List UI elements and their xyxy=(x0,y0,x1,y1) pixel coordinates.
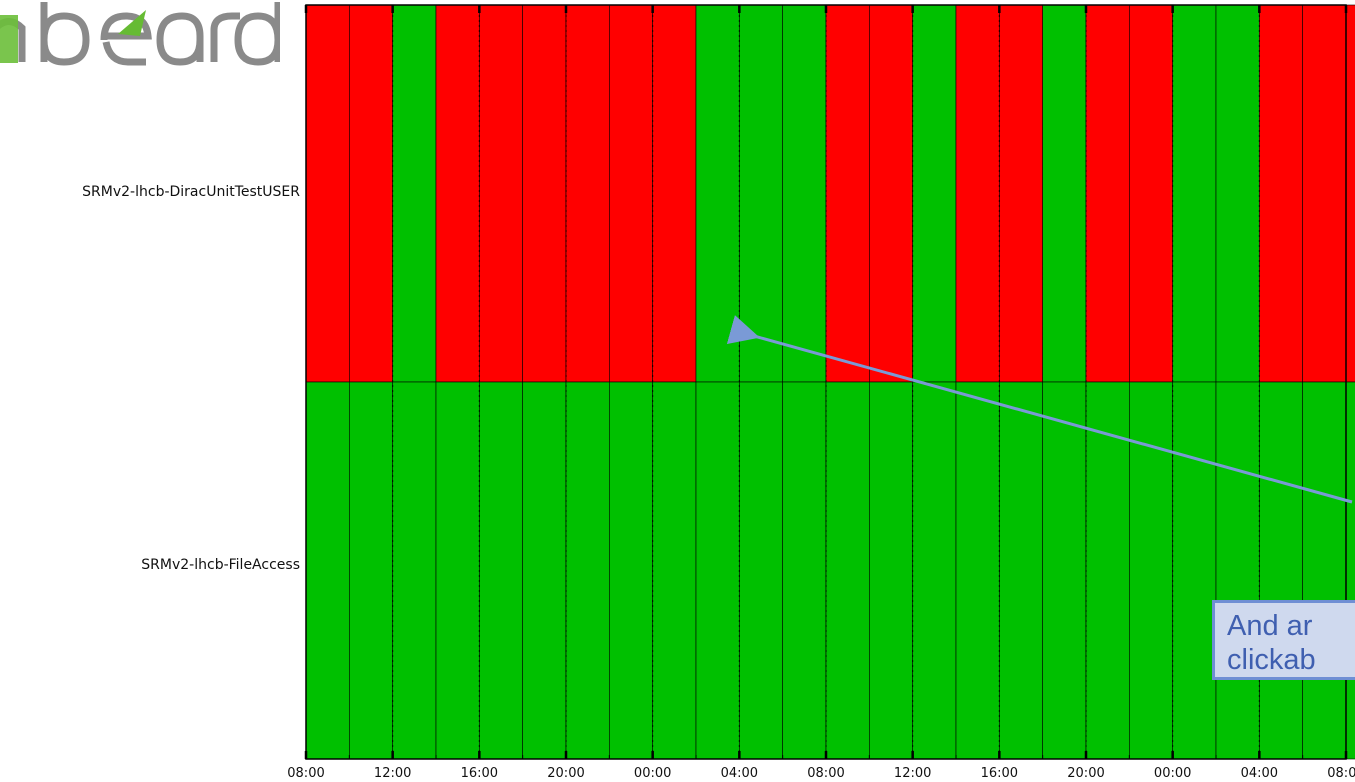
x-tick-label: 16:00 xyxy=(981,766,1018,781)
status-cell[interactable] xyxy=(999,381,1043,760)
status-cell[interactable] xyxy=(825,4,870,383)
x-tick-label: 00:00 xyxy=(634,766,671,781)
status-cell[interactable] xyxy=(609,4,653,383)
status-cell[interactable] xyxy=(1129,381,1173,760)
status-cell[interactable] xyxy=(1259,381,1303,760)
status-cell[interactable] xyxy=(869,381,913,760)
status-cell[interactable] xyxy=(392,381,437,760)
x-tick-label: 04:00 xyxy=(1241,766,1278,781)
status-cell[interactable] xyxy=(652,381,697,760)
x-tick-label: 04:00 xyxy=(721,766,758,781)
callout-box: And ar clickab xyxy=(1212,600,1355,680)
status-cell[interactable] xyxy=(955,381,1000,760)
status-cell[interactable] xyxy=(479,381,523,760)
logo-e-accent-icon xyxy=(118,10,146,36)
status-cell[interactable] xyxy=(1215,381,1260,760)
status-cell[interactable] xyxy=(1215,4,1260,383)
callout-arrow xyxy=(726,315,1353,504)
status-cell[interactable] xyxy=(912,381,957,760)
status-cell[interactable] xyxy=(522,4,567,383)
status-cell[interactable] xyxy=(522,381,567,760)
status-cell[interactable] xyxy=(739,381,783,760)
x-tick-label: 00:00 xyxy=(1154,766,1191,781)
status-cell[interactable] xyxy=(1042,4,1087,383)
x-tick-label: 12:00 xyxy=(894,766,931,781)
plot-frame xyxy=(305,4,1347,760)
status-cell[interactable] xyxy=(1302,381,1347,760)
status-cell[interactable] xyxy=(479,4,523,383)
x-tick-label: 20:00 xyxy=(547,766,584,781)
status-cell[interactable] xyxy=(435,381,480,760)
status-cell[interactable] xyxy=(305,381,350,760)
status-cell[interactable] xyxy=(1085,381,1130,760)
x-tick-label: 08:00 xyxy=(807,766,844,781)
status-cell[interactable] xyxy=(955,4,1000,383)
status-cell[interactable] xyxy=(565,4,610,383)
status-cell[interactable] xyxy=(609,381,653,760)
status-cell[interactable] xyxy=(1345,4,1355,383)
status-cell[interactable] xyxy=(305,4,350,383)
status-cell[interactable] xyxy=(739,4,783,383)
status-cell[interactable] xyxy=(652,4,697,383)
status-cell[interactable] xyxy=(1259,4,1303,383)
x-tick-label: 08:00 xyxy=(1327,766,1355,781)
status-cell[interactable] xyxy=(1129,4,1173,383)
status-cell[interactable] xyxy=(695,4,740,383)
status-cell[interactable] xyxy=(782,381,827,760)
x-tick-label: 16:00 xyxy=(461,766,498,781)
status-cell[interactable] xyxy=(695,381,740,760)
status-cell[interactable] xyxy=(435,4,480,383)
status-cell[interactable] xyxy=(869,4,913,383)
status-cell[interactable] xyxy=(1345,381,1355,760)
row-label-dirac-unit-test: SRMv2-lhcb-DiracUnitTestUSER xyxy=(82,184,300,200)
status-cell[interactable] xyxy=(565,381,610,760)
status-cell[interactable] xyxy=(349,381,393,760)
status-cell[interactable] xyxy=(825,381,870,760)
x-tick-label: 12:00 xyxy=(374,766,411,781)
status-cell[interactable] xyxy=(782,4,827,383)
status-cell[interactable] xyxy=(999,4,1043,383)
x-tick-label: 08:00 xyxy=(287,766,324,781)
status-cell[interactable] xyxy=(1172,4,1217,383)
callout-line-1: And ar xyxy=(1227,610,1313,642)
status-cell[interactable] xyxy=(392,4,437,383)
row-label-file-access: SRMv2-lhcb-FileAccess xyxy=(141,557,300,573)
status-cell[interactable] xyxy=(912,4,957,383)
dashboard-logo xyxy=(0,2,280,66)
status-cell[interactable] xyxy=(349,4,393,383)
x-tick-label: 20:00 xyxy=(1067,766,1104,781)
status-cell[interactable] xyxy=(1085,4,1130,383)
callout-line-2: clickab xyxy=(1227,644,1316,676)
status-cell[interactable] xyxy=(1172,381,1217,760)
status-cell[interactable] xyxy=(1302,4,1347,383)
status-cell[interactable] xyxy=(1042,381,1087,760)
